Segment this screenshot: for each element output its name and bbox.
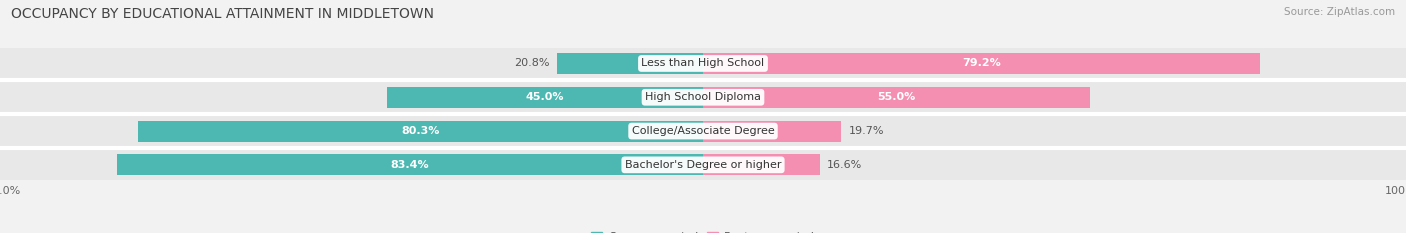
Text: 79.2%: 79.2% [962, 58, 1001, 69]
Text: 80.3%: 80.3% [402, 126, 440, 136]
Legend: Owner-occupied, Renter-occupied: Owner-occupied, Renter-occupied [586, 227, 820, 233]
Bar [703, 53, 1260, 74]
Text: OCCUPANCY BY EDUCATIONAL ATTAINMENT IN MIDDLETOWN: OCCUPANCY BY EDUCATIONAL ATTAINMENT IN M… [11, 7, 434, 21]
Text: Bachelor's Degree or higher: Bachelor's Degree or higher [624, 160, 782, 170]
Text: 16.6%: 16.6% [827, 160, 862, 170]
Bar [703, 87, 1090, 108]
Bar [0, 150, 1406, 180]
Text: 55.0%: 55.0% [877, 92, 915, 102]
Bar [387, 87, 703, 108]
Text: Source: ZipAtlas.com: Source: ZipAtlas.com [1284, 7, 1395, 17]
Text: Less than High School: Less than High School [641, 58, 765, 69]
Bar [703, 121, 841, 141]
Text: 83.4%: 83.4% [391, 160, 429, 170]
Text: High School Diploma: High School Diploma [645, 92, 761, 102]
Bar [0, 82, 1406, 113]
Text: 45.0%: 45.0% [526, 92, 564, 102]
Bar [117, 154, 703, 175]
Text: 20.8%: 20.8% [515, 58, 550, 69]
Text: 19.7%: 19.7% [849, 126, 884, 136]
Text: College/Associate Degree: College/Associate Degree [631, 126, 775, 136]
Bar [0, 48, 1406, 79]
Bar [703, 154, 820, 175]
Bar [557, 53, 703, 74]
Bar [0, 116, 1406, 146]
Bar [138, 121, 703, 141]
